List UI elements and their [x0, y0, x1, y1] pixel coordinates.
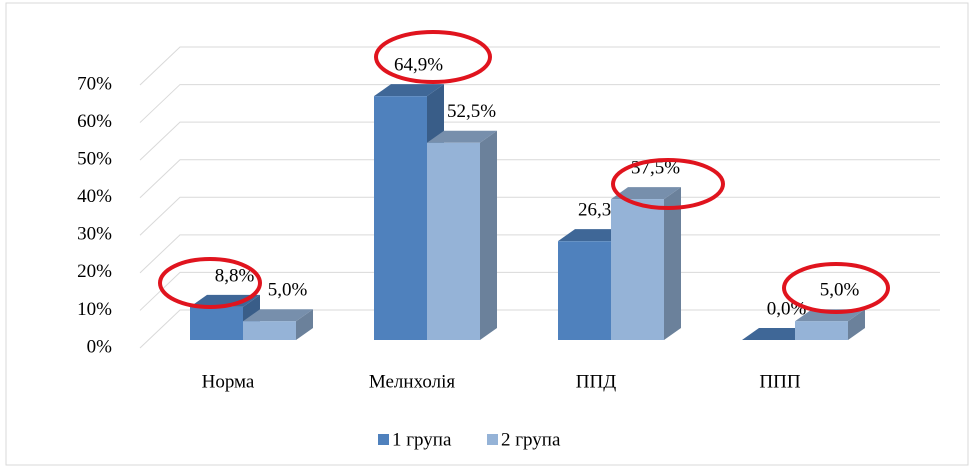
bar-side	[848, 309, 865, 340]
bar	[611, 187, 681, 340]
y-tick-label: 60%	[77, 111, 112, 132]
y-tick-label: 70%	[77, 73, 112, 94]
x-tick-label: Норма	[202, 371, 255, 392]
value-label: 8,8%	[215, 265, 255, 286]
bar	[243, 309, 313, 340]
bar-top	[190, 294, 260, 307]
bar-side	[480, 130, 497, 340]
bar-front	[795, 321, 848, 340]
bar-top	[427, 130, 497, 143]
legend-swatch	[378, 434, 389, 445]
bar-top	[374, 84, 444, 97]
bar	[427, 130, 497, 340]
x-tick-label: ППП	[759, 371, 800, 392]
highlight	[782, 262, 890, 314]
value-label: 5,0%	[268, 280, 308, 301]
highlight-ellipses	[158, 30, 890, 314]
bar-front	[427, 142, 480, 340]
y-tick-label: 0%	[87, 336, 113, 357]
bar	[742, 328, 812, 340]
bar-front	[374, 96, 427, 340]
legend-label: 2 група	[501, 429, 561, 450]
value-label: 0,0%	[767, 298, 807, 319]
bar-front	[190, 306, 243, 340]
value-label: 52,5%	[447, 101, 496, 122]
value-label: 5,0%	[820, 280, 860, 301]
grid-line	[139, 121, 940, 161]
grid-line	[139, 46, 940, 86]
x-tick-label: Мелнхолія	[369, 371, 456, 392]
legend-swatch	[487, 434, 498, 445]
bar-top	[742, 328, 812, 340]
bar-front	[611, 199, 664, 340]
y-tick-label: 20%	[77, 261, 112, 282]
y-tick-label: 30%	[77, 224, 112, 245]
grid-line	[139, 271, 940, 311]
x-tick-label: ППД	[576, 371, 616, 392]
grid-line	[139, 196, 940, 236]
y-tick-label: 10%	[77, 299, 112, 320]
grid-line	[139, 234, 940, 274]
bar-front	[243, 321, 296, 340]
highlight	[611, 158, 725, 210]
y-tick-label: 40%	[77, 186, 112, 207]
value-label: 64,9%	[394, 55, 443, 76]
grid-line	[139, 309, 940, 349]
y-tick-label: 50%	[77, 149, 112, 170]
bar-top	[611, 187, 681, 200]
bar-side	[664, 187, 681, 340]
legend-label: 1 група	[392, 429, 452, 450]
bar-front	[558, 241, 611, 340]
highlight	[158, 257, 262, 309]
highlight	[374, 30, 492, 84]
bar-side	[296, 309, 313, 340]
bar-top	[558, 229, 628, 242]
grid-line	[139, 84, 940, 123]
bar-top	[243, 309, 313, 322]
